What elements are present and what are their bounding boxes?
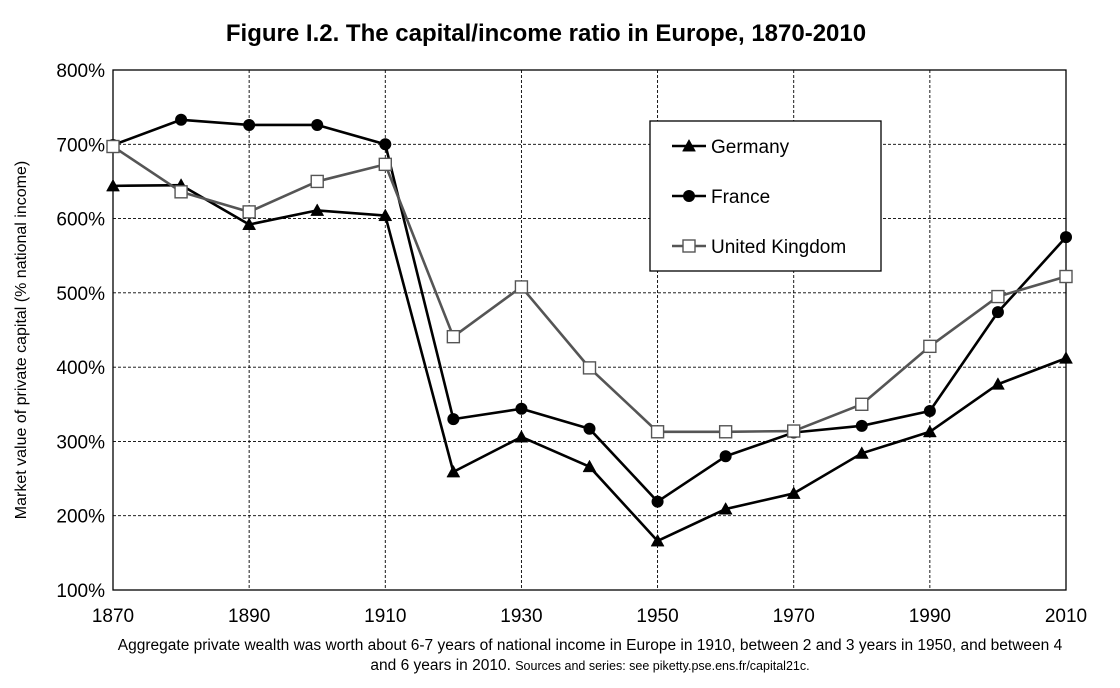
data-point-germany <box>650 533 665 547</box>
legend-label: Germany <box>711 137 790 158</box>
x-tick-label: 1930 <box>500 606 542 627</box>
grid <box>112 69 1067 591</box>
y-tick-label: 600% <box>56 210 105 231</box>
legend: Germany France United Kingdom <box>649 120 882 272</box>
y-tick-label: 300% <box>56 432 105 453</box>
data-point-united-kingdom <box>174 185 188 199</box>
data-point-france <box>379 138 392 151</box>
data-point-united-kingdom <box>991 289 1005 304</box>
data-point-germany <box>718 502 733 515</box>
data-point-united-kingdom <box>650 425 665 439</box>
caption-text: Aggregate private wealth was worth about… <box>117 637 1063 674</box>
legend-label: France <box>711 187 770 208</box>
data-point-united-kingdom <box>1059 269 1073 284</box>
data-point-united-kingdom <box>242 205 256 219</box>
data-point-germany <box>786 486 801 499</box>
caption-sources: Sources and series: see piketty.pse.ens.… <box>515 659 810 673</box>
legend-item-france: France <box>672 187 770 208</box>
x-tick-label: 1990 <box>909 606 951 627</box>
legend-item-united-kingdom: United Kingdom <box>672 237 846 258</box>
legend-marker-united-kingdom <box>682 239 696 253</box>
series-line-france <box>112 118 1067 503</box>
data-point-france <box>583 422 596 435</box>
x-tick-label: 1910 <box>364 606 406 627</box>
data-point-france <box>719 450 732 463</box>
data-point-germany <box>922 424 937 438</box>
y-axis-label: Market value of private capital (% natio… <box>13 161 30 519</box>
data-point-germany <box>310 203 325 216</box>
data-point-france <box>447 413 460 426</box>
y-tick-label: 100% <box>56 581 105 602</box>
data-point-france <box>923 404 936 417</box>
data-point-germany <box>106 178 120 192</box>
series-france <box>107 113 1072 508</box>
data-point-united-kingdom <box>582 361 597 375</box>
series-united-kingdom <box>106 139 1073 439</box>
figure-caption: Aggregate private wealth was worth about… <box>110 636 1070 676</box>
data-point-germany <box>514 429 529 443</box>
data-point-germany <box>991 377 1005 390</box>
data-point-united-kingdom <box>718 425 733 439</box>
data-point-france <box>991 306 1004 319</box>
x-tick-label: 1890 <box>228 606 270 627</box>
y-tick-label: 400% <box>56 358 105 379</box>
chart-title: Figure I.2. The capital/income ratio in … <box>226 20 866 47</box>
legend-item-germany: Germany <box>672 137 790 158</box>
data-point-france <box>175 113 188 126</box>
x-tick-label: 1870 <box>92 606 134 627</box>
series-layer <box>106 113 1073 547</box>
tick-labels: 1870 1890 1910 1930 1950 1970 1990 2010 100% 200%… <box>56 61 1087 627</box>
data-point-united-kingdom <box>310 174 324 189</box>
data-point-germany <box>446 464 461 478</box>
y-tick-label: 800% <box>56 61 105 82</box>
x-tick-label: 1970 <box>773 606 815 627</box>
data-point-united-kingdom <box>106 139 120 154</box>
data-point-france <box>1060 231 1072 244</box>
data-point-united-kingdom <box>378 157 392 172</box>
data-point-united-kingdom <box>514 280 529 294</box>
data-point-germany <box>242 217 257 230</box>
y-tick-label: 200% <box>56 507 105 528</box>
x-tick-label: 2010 <box>1045 606 1087 627</box>
data-point-france <box>855 419 868 432</box>
legend-marker-germany <box>682 138 696 152</box>
chart: Figure I.2. The capital/income ratio in … <box>13 20 1087 627</box>
data-point-germany <box>1059 351 1073 364</box>
legend-label: United Kingdom <box>711 237 846 258</box>
data-point-france <box>243 118 256 131</box>
data-point-germany <box>582 459 597 473</box>
legend-marker-france <box>683 190 695 202</box>
series-line-united-kingdom <box>112 145 1067 434</box>
y-tick-label: 500% <box>56 284 105 305</box>
data-point-france <box>651 495 664 508</box>
x-tick-label: 1950 <box>636 606 678 627</box>
data-point-germany <box>378 208 393 222</box>
data-point-united-kingdom <box>855 397 869 411</box>
data-point-germany <box>854 446 869 459</box>
y-tick-label: 700% <box>56 135 105 156</box>
data-point-france <box>515 402 528 415</box>
plot-frame <box>112 69 1067 591</box>
data-point-united-kingdom <box>923 339 937 354</box>
data-point-united-kingdom <box>787 424 801 438</box>
data-point-united-kingdom <box>446 329 461 344</box>
data-point-france <box>311 118 324 131</box>
